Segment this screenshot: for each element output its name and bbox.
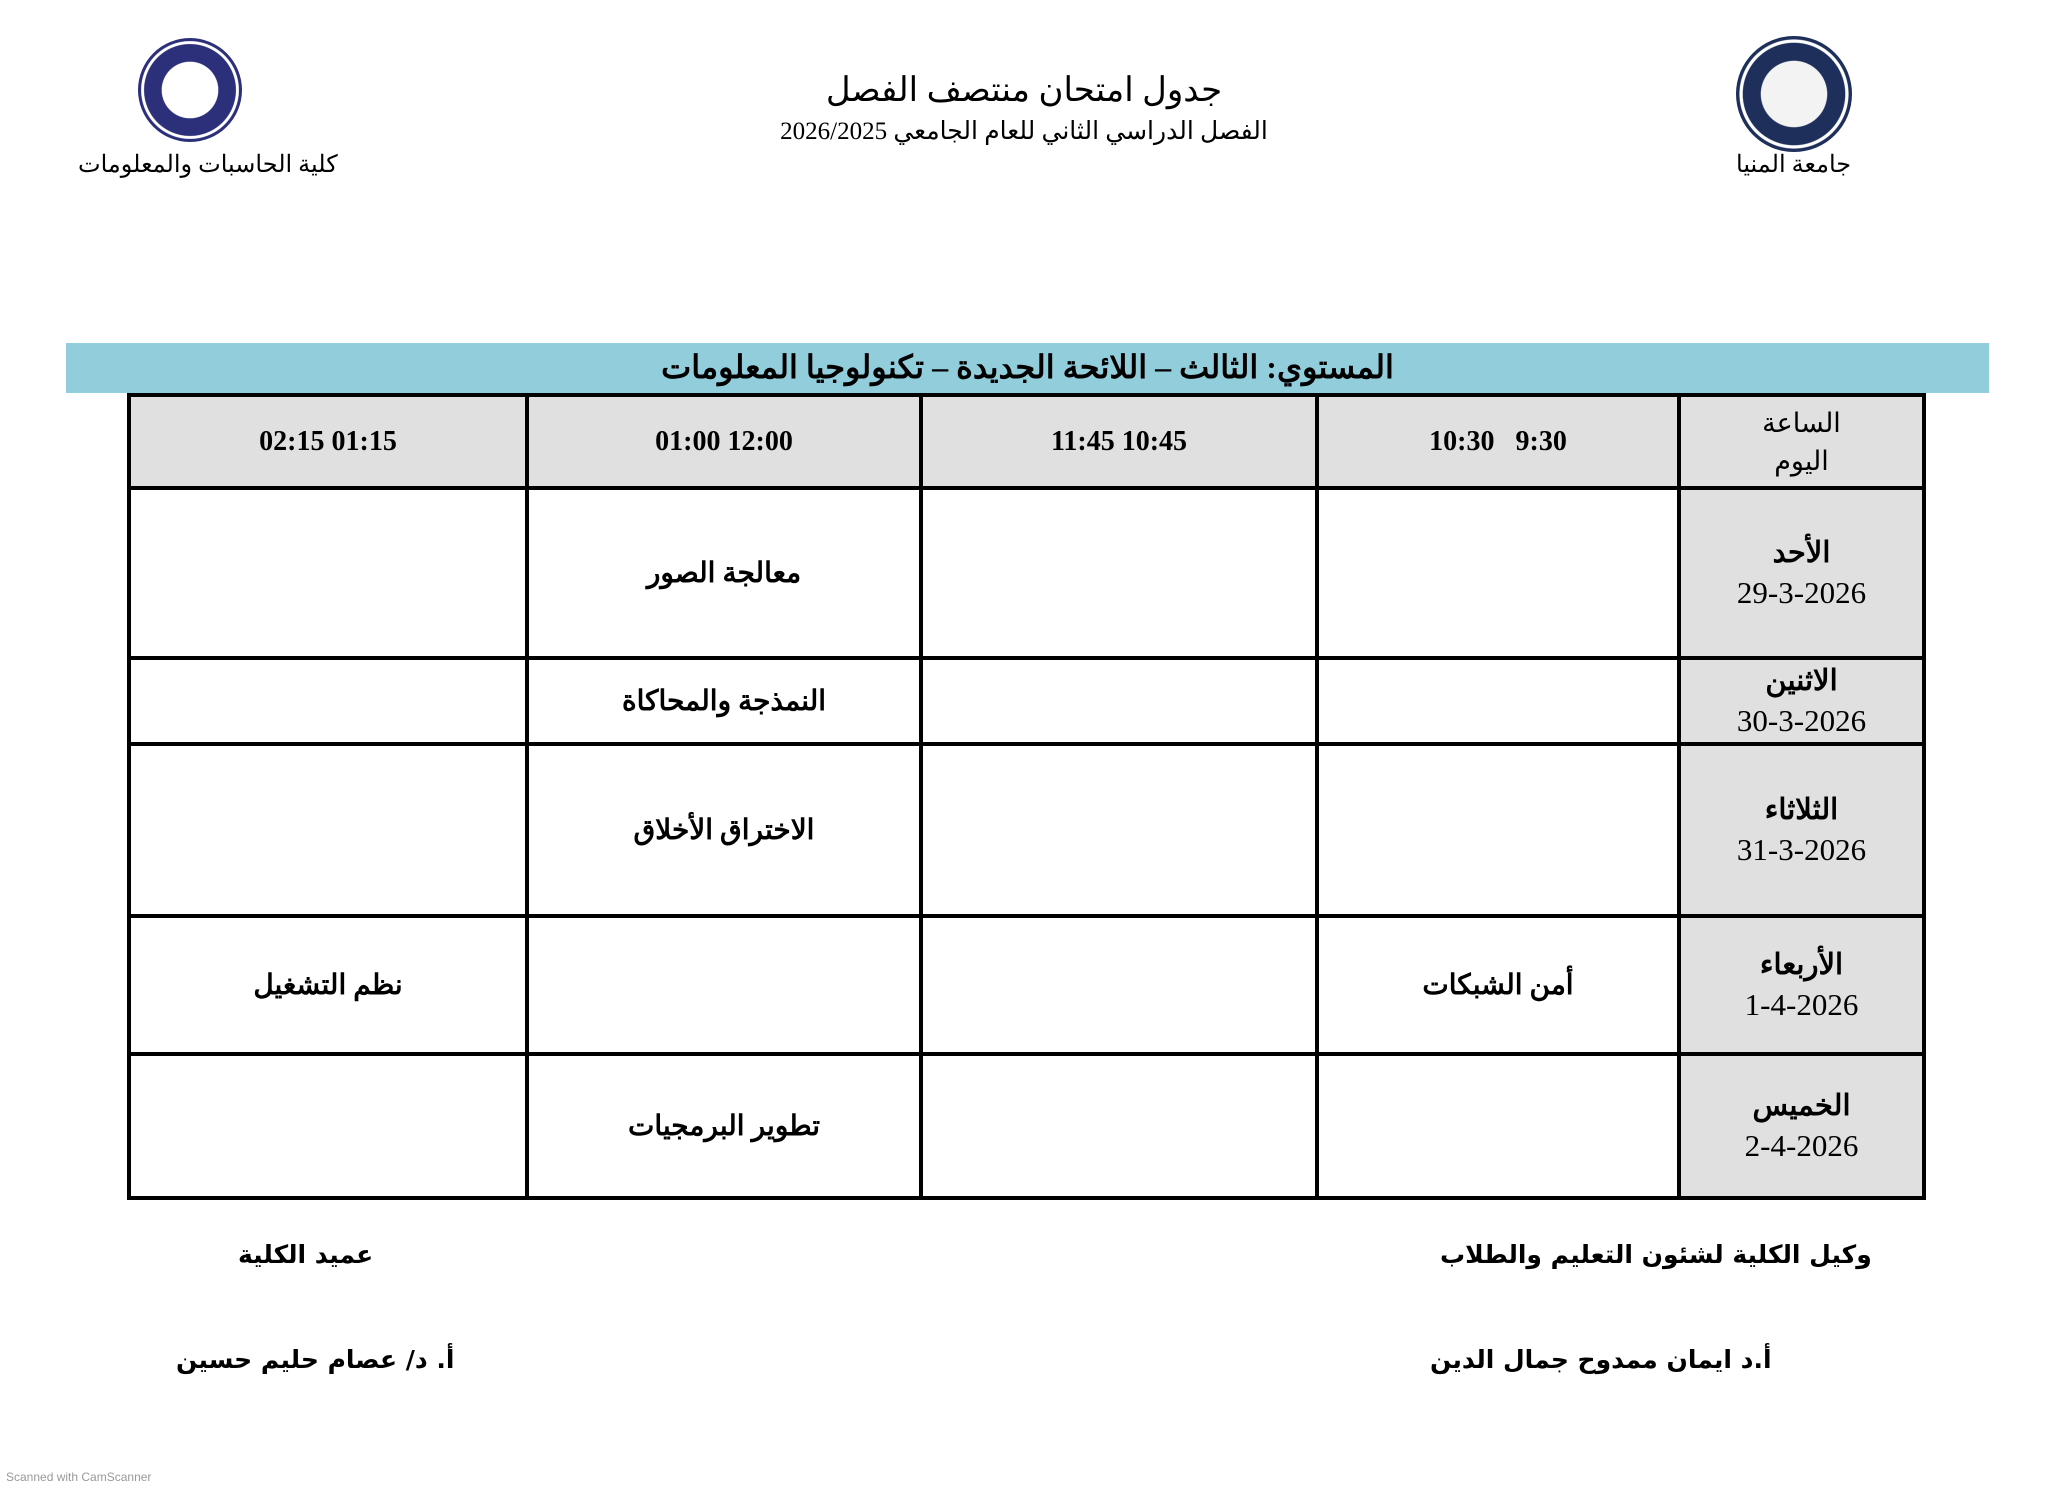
vice-dean-name: أ.د ايمان ممدوح جمال الدين: [1430, 1345, 1773, 1374]
time-slot-2: 11:45 10:45: [919, 393, 1319, 490]
exam-cell: النمذجة والمحاكاة: [525, 656, 923, 746]
exam-cell: [919, 656, 1319, 746]
exam-cell: أمن الشبكات: [1315, 914, 1681, 1056]
exam-cell: [919, 486, 1319, 660]
day-name: الثلاثاء: [1764, 794, 1839, 826]
exam-cell: تطوير البرمجيات: [525, 1052, 923, 1200]
faculty-name: كلية الحاسبات والمعلومات: [78, 152, 338, 178]
exam-cell: [525, 914, 923, 1056]
exam-cell: [127, 742, 529, 918]
exam-cell: معالجة الصور: [525, 486, 923, 660]
table-row: الخميس 2-4-2026 تطوير البرمجيات: [127, 1052, 1926, 1200]
level-banner: المستوي: الثالث – اللائحة الجديدة – تكنو…: [66, 343, 1989, 393]
header-row: الساعة اليوم 10:30 9:30 11:45 10:45 01:0…: [127, 393, 1926, 490]
exam-cell: [1315, 742, 1681, 918]
day-date: 30-3-2026: [1736, 703, 1867, 738]
day-date: 1-4-2026: [1744, 987, 1859, 1022]
day-name: الأحد: [1772, 537, 1831, 569]
day-date: 31-3-2026: [1736, 832, 1867, 867]
faculty-logo: [138, 38, 242, 142]
exam-cell: [919, 914, 1319, 1056]
table-row: الاثنين 30-3-2026 النمذجة والمحاكاة: [127, 656, 1926, 746]
table-row: الأربعاء 1-4-2026 أمن الشبكات نظم التشغيل: [127, 914, 1926, 1056]
exam-cell: الاختراق الأخلاق: [525, 742, 923, 918]
university-name: جامعة المنيا: [1736, 152, 1852, 178]
exam-cell: [127, 1052, 529, 1200]
exam-cell: [1315, 486, 1681, 660]
scanner-watermark: Scanned with CamScanner: [6, 1470, 152, 1484]
time-slot-3: 01:00 12:00: [525, 393, 923, 490]
table-row: الثلاثاء 31-3-2026 الاختراق الأخلاق: [127, 742, 1926, 918]
day-name: الخميس: [1752, 1090, 1851, 1122]
dean-name: أ. د/ عصام حليم حسين: [176, 1345, 455, 1374]
day-label: اليوم: [1774, 445, 1829, 476]
exam-cell: [1315, 656, 1681, 746]
page-title: جدول امتحان منتصف الفصل: [825, 72, 1223, 109]
day-name: الاثنين: [1765, 665, 1838, 697]
exam-cell: [919, 1052, 1319, 1200]
day-cell: الثلاثاء 31-3-2026: [1677, 742, 1926, 918]
vice-dean-title: وكيل الكلية لشئون التعليم والطلاب: [1440, 1240, 1873, 1269]
hour-label: الساعة: [1762, 407, 1841, 438]
day-date: 29-3-2026: [1736, 575, 1867, 610]
corner-cell: الساعة اليوم: [1677, 393, 1926, 490]
day-cell: الأربعاء 1-4-2026: [1677, 914, 1926, 1056]
day-cell: الاثنين 30-3-2026: [1677, 656, 1926, 746]
time-slot-1: 10:30 9:30: [1315, 393, 1681, 490]
day-cell: الخميس 2-4-2026: [1677, 1052, 1926, 1200]
exam-cell: [127, 656, 529, 746]
exam-cell: [127, 486, 529, 660]
day-date: 2-4-2026: [1744, 1128, 1859, 1163]
exam-schedule-table: الساعة اليوم 10:30 9:30 11:45 10:45 01:0…: [127, 393, 1926, 1200]
exam-cell: [919, 742, 1319, 918]
dean-title: عميد الكلية: [238, 1240, 374, 1269]
exam-cell: [1315, 1052, 1681, 1200]
day-name: الأربعاء: [1759, 949, 1844, 981]
table-row: الأحد 29-3-2026 معالجة الصور: [127, 486, 1926, 660]
exam-cell: نظم التشغيل: [127, 914, 529, 1056]
time-slot-4: 02:15 01:15: [127, 393, 529, 490]
page-subtitle: الفصل الدراسي الثاني للعام الجامعي 2026/…: [780, 118, 1268, 145]
day-cell: الأحد 29-3-2026: [1677, 486, 1926, 660]
university-logo: [1736, 36, 1852, 152]
